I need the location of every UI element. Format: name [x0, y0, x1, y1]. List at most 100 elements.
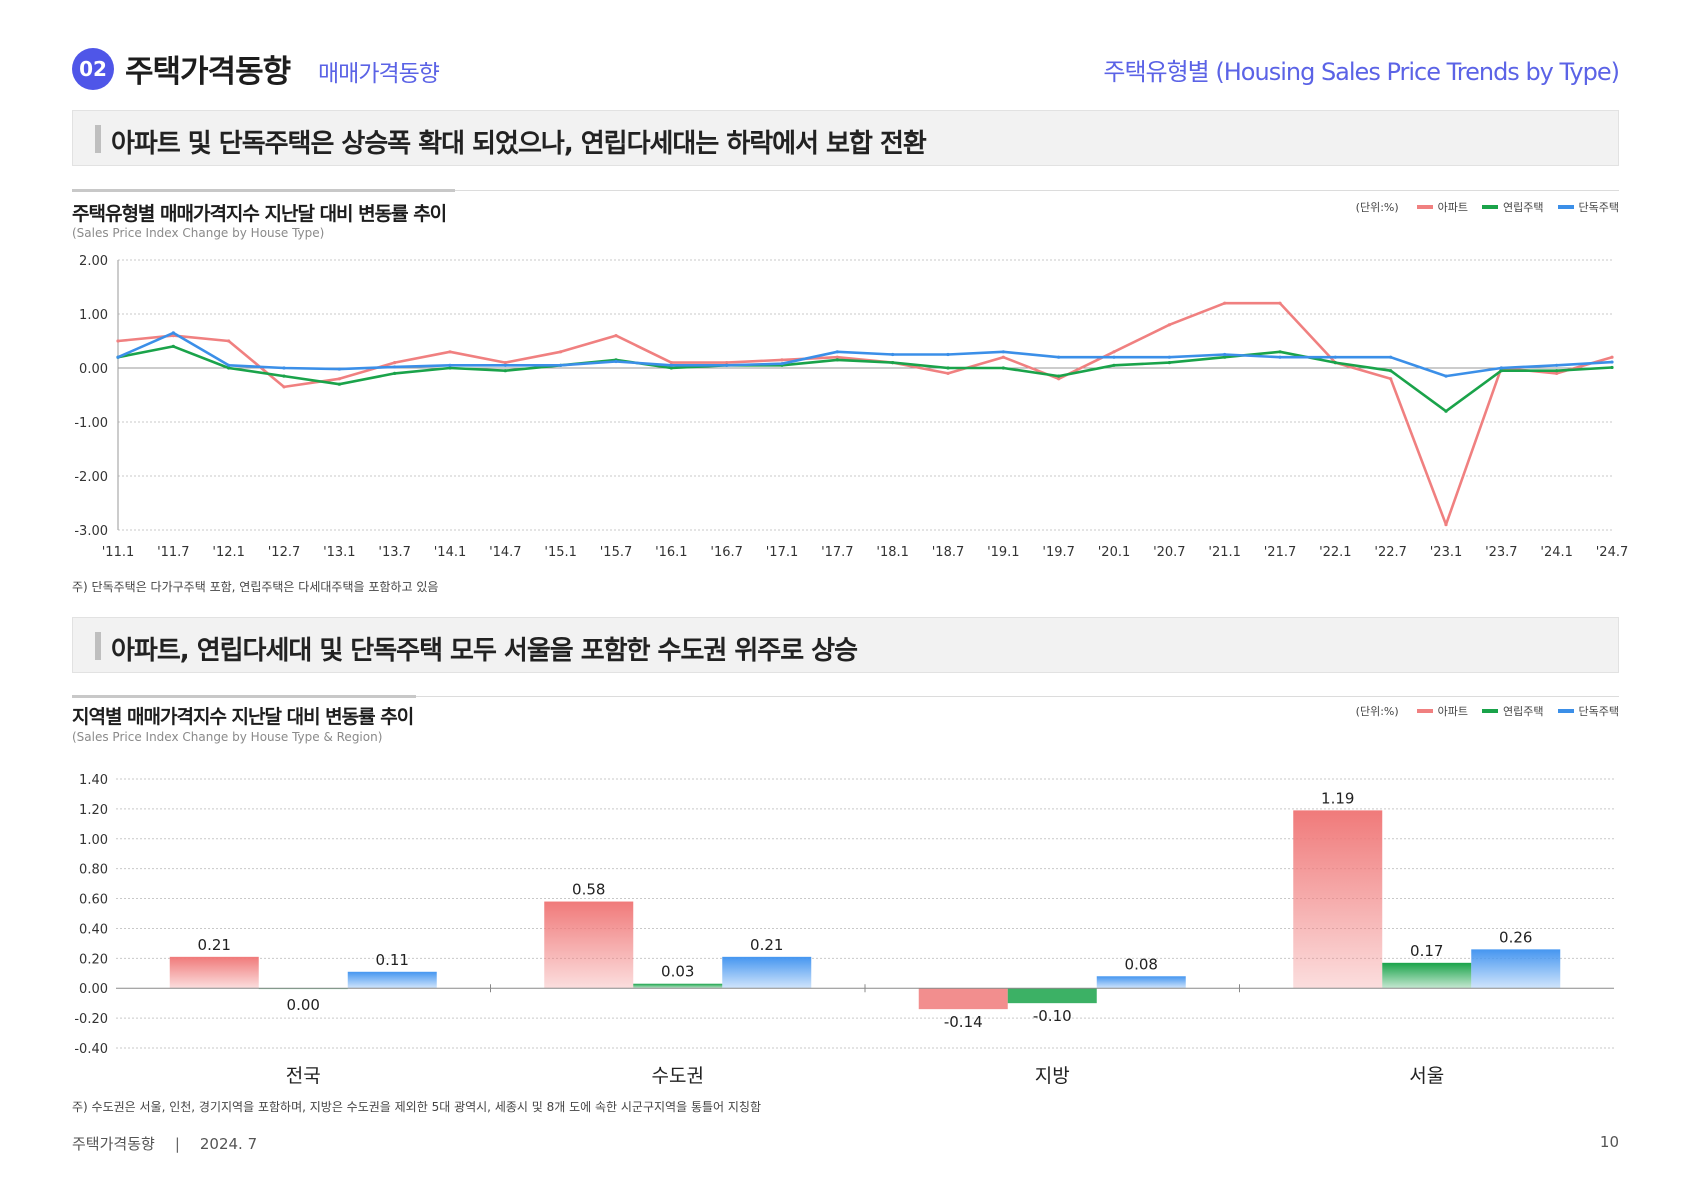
legend-swatch: [1416, 709, 1433, 713]
page-title: 주택가격동향: [125, 54, 291, 90]
legend-label: 연립주택: [1503, 201, 1544, 214]
banner-accent-bar: [95, 632, 101, 660]
data-point: [891, 361, 895, 365]
y-tick-label: 0.00: [79, 982, 108, 997]
data-label: 0.21: [750, 936, 783, 954]
x-tick-label: '15.7: [600, 545, 633, 560]
data-point: [1223, 355, 1227, 359]
legend-unit: (단위:%): [1355, 201, 1399, 214]
data-label: 0.58: [572, 881, 605, 899]
legend-label: 연립주택: [1503, 705, 1544, 718]
y-tick-label: 0.20: [79, 952, 108, 967]
y-tick-label: 1.20: [79, 803, 108, 818]
data-point: [1112, 350, 1116, 354]
data-point: [559, 350, 563, 354]
x-tick-label: '23.7: [1485, 545, 1518, 560]
chart-title-2: 지역별 매매가격지수 지난달 대비 변동률 추이: [72, 706, 414, 728]
data-point: [780, 362, 784, 366]
x-tick-label: '14.7: [489, 545, 522, 560]
data-point: [1444, 523, 1448, 527]
data-point: [1278, 350, 1282, 354]
chart-legend-2: (단위:%) 아파트 연립주택 단독주택: [1356, 703, 1619, 719]
data-point: [946, 371, 950, 375]
y-tick-label: -1.00: [74, 416, 108, 431]
data-label: 0.21: [198, 936, 231, 954]
data-point: [1389, 355, 1393, 359]
data-point: [1555, 363, 1559, 367]
headline-text-1: 아파트 및 단독주택은 상승폭 확대 되었으나, 연립다세대는 하락에서 보합 …: [111, 129, 927, 159]
data-point: [1057, 374, 1061, 378]
x-tick-label: '23.1: [1430, 545, 1463, 560]
data-point: [337, 377, 341, 381]
data-point: [393, 361, 397, 365]
category-label: 지방: [1035, 1065, 1070, 1085]
bar: [544, 901, 634, 989]
data-point: [669, 361, 673, 365]
data-point: [1555, 369, 1559, 373]
data-point: [1001, 355, 1005, 359]
y-tick-label: 0.00: [79, 362, 108, 377]
legend-swatch: [1482, 205, 1499, 209]
x-tick-label: '11.1: [102, 545, 135, 560]
data-point: [780, 358, 784, 362]
divider: [72, 190, 1619, 191]
bar: [1007, 988, 1097, 1004]
legend-swatch: [1557, 205, 1574, 209]
bar: [1096, 976, 1186, 989]
section-number-badge: 02: [72, 48, 114, 90]
data-point: [1389, 377, 1393, 381]
data-point: [337, 382, 341, 386]
x-tick-label: '21.1: [1208, 545, 1241, 560]
data-point: [282, 374, 286, 378]
data-label: -0.14: [944, 1013, 983, 1031]
y-tick-label: -2.00: [74, 470, 108, 485]
x-tick-label: '20.1: [1098, 545, 1131, 560]
data-point: [1610, 360, 1614, 364]
data-point: [116, 355, 120, 359]
x-tick-label: '16.1: [655, 545, 688, 560]
data-point: [393, 365, 397, 369]
x-tick-label: '22.7: [1374, 545, 1407, 560]
data-point: [1610, 355, 1614, 359]
data-point: [1167, 361, 1171, 365]
data-point: [448, 366, 452, 370]
y-tick-label: -3.00: [74, 524, 108, 539]
data-label: 0.08: [1125, 955, 1158, 973]
data-point: [835, 350, 839, 354]
section-heading: 주택유형별 (Housing Sales Price Trends by Typ…: [1103, 58, 1620, 86]
data-point: [1555, 371, 1559, 375]
legend-label: 단독주택: [1578, 201, 1619, 214]
divider-accent: [72, 189, 455, 192]
divider-accent: [72, 695, 416, 698]
category-label: 전국: [286, 1065, 321, 1085]
line-chart: 2.00 1.00 0.00 -1.00 -2.00 -3.00 '11.1 '11.7 '12…: [74, 254, 1628, 560]
data-point: [1444, 374, 1448, 378]
x-tick-label: '24.1: [1540, 545, 1573, 560]
series-line-2: [116, 345, 1614, 413]
data-point: [1278, 355, 1282, 359]
data-label: 1.19: [1321, 789, 1354, 807]
data-point: [669, 363, 673, 367]
x-tick-label: '13.7: [378, 545, 411, 560]
data-point: [891, 352, 895, 357]
data-point: [725, 361, 729, 365]
data-point: [835, 355, 839, 359]
data-point: [448, 363, 452, 367]
data-point: [1499, 369, 1503, 373]
footer-date: 2024. 7: [199, 1135, 258, 1153]
data-point: [1167, 355, 1171, 359]
x-tick-label: '15.1: [544, 545, 577, 560]
data-point: [282, 385, 286, 389]
data-point: [171, 344, 175, 348]
bar: [169, 956, 259, 989]
legend-label: 단독주택: [1578, 705, 1619, 718]
y-tick-label: 0.40: [79, 922, 108, 937]
bar: [1293, 810, 1383, 989]
data-point: [503, 369, 507, 373]
data-point: [669, 366, 673, 370]
y-tick-label: -0.20: [74, 1012, 108, 1027]
x-tick-label: '13.1: [323, 545, 356, 560]
legend-swatch: [1482, 709, 1499, 713]
y-tick-label: 1.00: [79, 308, 108, 323]
x-tick-label: '16.7: [710, 545, 743, 560]
